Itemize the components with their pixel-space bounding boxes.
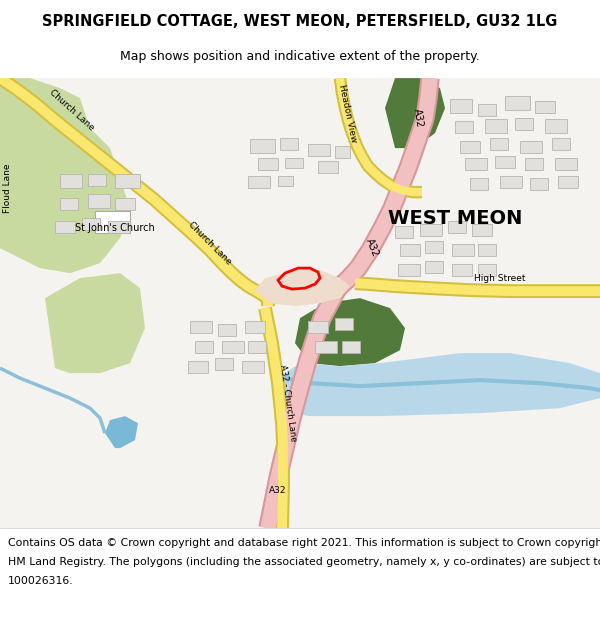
Bar	[245, 321, 265, 333]
Text: High Street: High Street	[474, 274, 526, 282]
Bar	[398, 264, 420, 276]
Bar	[115, 198, 135, 210]
Text: A32: A32	[364, 238, 380, 259]
Bar	[558, 176, 578, 188]
Polygon shape	[105, 416, 138, 448]
Text: A32 - Church Lane: A32 - Church Lane	[278, 364, 298, 442]
Polygon shape	[295, 298, 405, 366]
Text: Contains OS data © Crown copyright and database right 2021. This information is : Contains OS data © Crown copyright and d…	[8, 538, 600, 548]
Bar	[280, 138, 298, 150]
Bar	[460, 141, 480, 153]
Bar	[195, 341, 213, 353]
Bar	[278, 176, 293, 186]
Bar	[425, 261, 443, 273]
Bar	[425, 241, 443, 253]
Bar	[215, 358, 233, 370]
Bar	[520, 141, 542, 153]
Bar	[250, 139, 275, 153]
Bar	[525, 158, 543, 170]
Bar	[218, 324, 236, 336]
Text: Headon View: Headon View	[337, 83, 359, 143]
Bar	[108, 221, 130, 233]
Bar	[450, 99, 472, 113]
Text: HM Land Registry. The polygons (including the associated geometry, namely x, y c: HM Land Registry. The polygons (includin…	[8, 557, 600, 567]
Bar	[400, 244, 420, 256]
Text: 100026316.: 100026316.	[8, 576, 73, 586]
Bar	[500, 176, 522, 188]
Bar	[452, 244, 474, 256]
Text: A32: A32	[412, 108, 424, 128]
Text: Church Lane: Church Lane	[48, 88, 96, 132]
Bar	[308, 144, 330, 156]
Bar	[258, 158, 278, 170]
Bar	[222, 341, 244, 353]
Bar	[248, 176, 270, 188]
Bar	[485, 119, 507, 133]
Bar	[342, 341, 360, 353]
Bar	[395, 226, 413, 238]
Bar	[335, 146, 350, 158]
Text: SPRINGFIELD COTTAGE, WEST MEON, PETERSFIELD, GU32 1LG: SPRINGFIELD COTTAGE, WEST MEON, PETERSFI…	[43, 14, 557, 29]
Bar	[495, 156, 515, 168]
Bar	[318, 161, 338, 173]
Text: St John's Church: St John's Church	[75, 223, 155, 233]
Text: Church Lane: Church Lane	[187, 220, 233, 266]
Polygon shape	[385, 78, 445, 148]
Bar	[248, 341, 266, 353]
Bar	[555, 158, 577, 170]
Bar	[188, 361, 208, 373]
Bar	[472, 224, 492, 236]
Bar	[515, 118, 533, 130]
Bar	[315, 341, 337, 353]
Polygon shape	[0, 78, 130, 273]
Bar	[88, 194, 110, 208]
Bar	[448, 221, 466, 233]
Text: WEST MEON: WEST MEON	[388, 209, 522, 227]
Bar	[335, 318, 353, 330]
Bar	[455, 121, 473, 133]
Bar	[470, 178, 488, 190]
Bar	[535, 101, 555, 113]
Bar	[505, 96, 530, 110]
Bar	[465, 158, 487, 170]
Bar	[190, 321, 212, 333]
Polygon shape	[330, 340, 360, 363]
Bar	[490, 138, 508, 150]
Bar	[242, 361, 264, 373]
Text: Floud Lane: Floud Lane	[4, 163, 13, 213]
Bar	[552, 138, 570, 150]
Bar	[55, 221, 75, 233]
Text: A32: A32	[269, 486, 287, 494]
Bar	[285, 158, 303, 168]
Bar	[115, 174, 140, 188]
Bar	[308, 321, 328, 333]
Bar	[478, 264, 496, 276]
Polygon shape	[280, 353, 600, 416]
Bar	[82, 218, 100, 230]
Bar	[88, 174, 106, 186]
Bar	[545, 119, 567, 133]
Bar	[95, 211, 130, 233]
Bar	[478, 244, 496, 256]
Text: Map shows position and indicative extent of the property.: Map shows position and indicative extent…	[120, 50, 480, 62]
Bar	[60, 198, 78, 210]
Polygon shape	[255, 270, 350, 306]
Polygon shape	[45, 273, 145, 373]
Bar	[452, 264, 472, 276]
Bar	[530, 178, 548, 190]
Bar	[60, 174, 82, 188]
Bar	[420, 224, 442, 236]
Bar	[478, 104, 496, 116]
